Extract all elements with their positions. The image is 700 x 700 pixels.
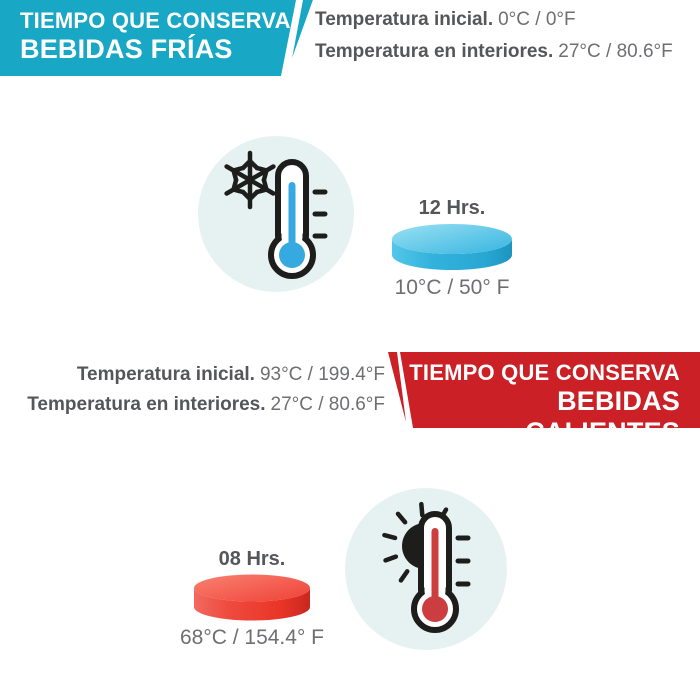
thermometer-ticks: [455, 535, 471, 587]
hot-thermometer-icon: [382, 501, 471, 633]
cold-temperature-info: Temperatura inicial. 0°C / 0°F Temperatur…: [315, 4, 673, 68]
cold-banner: TIEMPO QUE CONSERVA BEBIDAS FRÍAS: [0, 0, 296, 76]
cold-banner-line1: TIEMPO QUE CONSERVA: [20, 8, 291, 33]
cold-duration-label: 12 Hrs.: [418, 197, 486, 219]
temp-label: Temperatura inicial.: [315, 9, 494, 30]
temp-row: Temperatura en interiores. 27°C / 80.6°F: [315, 36, 673, 68]
thermometer-hot: [411, 511, 471, 633]
hot-temperature-info: Temperatura inicial. 93°C / 199.4°F Tempe…: [27, 360, 385, 420]
temp-value: 27°C / 80.6°F: [270, 394, 385, 415]
temp-value: 0°C / 0°F: [498, 9, 576, 30]
cold-icon-circle: [198, 136, 354, 292]
hot-duration-disk: [194, 574, 310, 621]
hot-duration-label: 08 Hrs.: [218, 548, 286, 570]
temp-label: Temperatura inicial.: [76, 364, 255, 385]
thermometer-ticks: [312, 189, 328, 239]
temp-row: Temperatura inicial. 0°C / 0°F: [315, 4, 673, 36]
temp-value: 93°C / 199.4°F: [259, 364, 385, 385]
hot-hold-temperature: 68°C / 154.4° F: [179, 626, 325, 649]
temp-row: Temperatura en interiores. 27°C / 80.6°F: [27, 390, 385, 420]
snowflake-icon: [224, 150, 276, 210]
cold-duration-disk: [392, 224, 512, 270]
cold-banner-line2: BEBIDAS FRÍAS: [20, 34, 233, 64]
cold-thermometer-icon: [224, 150, 328, 279]
hot-banner-line2: BEBIDAS CALIENTES: [525, 386, 680, 447]
thermometer-cold: [268, 159, 328, 279]
hot-banner-line1: TIEMPO QUE CONSERVA: [409, 360, 680, 385]
hot-icon-circle: [345, 488, 507, 650]
temp-value: 27°C / 80.6°F: [558, 41, 673, 62]
cold-hold-temperature: 10°C / 50° F: [394, 276, 510, 299]
temp-label: Temperatura en interiores.: [315, 41, 554, 62]
hot-banner: TIEMPO QUE CONSERVA BEBIDAS CALIENTES: [400, 352, 700, 428]
temp-label: Temperatura en interiores.: [27, 394, 266, 415]
temp-row: Temperatura inicial. 93°C / 199.4°F: [27, 360, 385, 390]
